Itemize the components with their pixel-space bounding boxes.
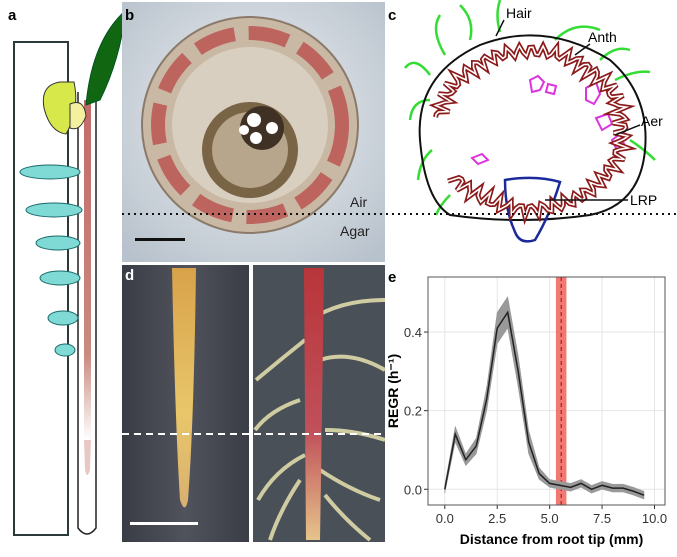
- y-tick-label: 0.0: [404, 482, 422, 497]
- plot-frame: [427, 276, 666, 506]
- panel-label: e: [388, 269, 396, 286]
- anth-label: Anth: [588, 29, 617, 45]
- anthocyanin-ring-inner: [433, 44, 631, 220]
- x-tick-label: 7.5: [593, 511, 611, 526]
- hair-label: Hair: [506, 5, 532, 21]
- agar-label: Agar: [340, 223, 370, 239]
- pointer: [614, 124, 641, 136]
- panel-label: d: [125, 267, 134, 284]
- panel-label: a: [8, 7, 17, 24]
- plot-background: [428, 277, 665, 505]
- panel-label: c: [388, 7, 396, 24]
- x-tick-label: 5.0: [541, 511, 559, 526]
- y-axis-label: REGR (h⁻¹): [385, 354, 401, 428]
- x-tick-label: 10.0: [642, 511, 667, 526]
- y-tick-label: 0.2: [404, 404, 422, 419]
- panel-label: b: [125, 7, 134, 24]
- panel-b-micrograph: [122, 2, 385, 262]
- pointer: [574, 43, 591, 56]
- panel-a-drawing: [13, 8, 127, 536]
- lrp-label: LRP: [630, 192, 657, 208]
- y-tick-label: 0.4: [404, 325, 422, 340]
- air-label: Air: [350, 194, 367, 210]
- x-tick-label: 2.5: [488, 511, 506, 526]
- x-axis-label: Distance from root tip (mm): [460, 531, 644, 547]
- regr-line: [444, 310, 645, 496]
- aer-label: Aer: [641, 113, 663, 129]
- panel-d-photos: [122, 265, 386, 542]
- x-tick-label: 0.0: [436, 511, 454, 526]
- panel-c-drawing: [404, 0, 656, 243]
- pointer: [495, 19, 505, 37]
